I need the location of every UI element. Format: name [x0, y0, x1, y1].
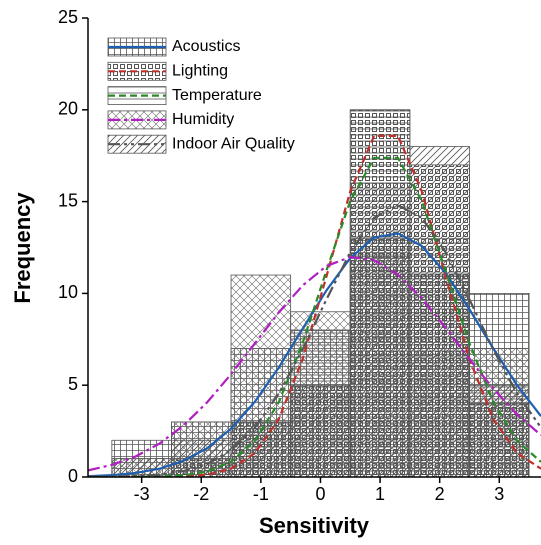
- legend-label: Indoor Air Quality: [172, 135, 295, 152]
- y-tick-label: 0: [68, 466, 78, 486]
- y-tick-label: 25: [58, 7, 78, 27]
- histogram-bar: [290, 384, 351, 478]
- x-tick-label: 3: [494, 484, 504, 504]
- legend-label: Temperature: [172, 87, 262, 104]
- y-tick-label: 15: [58, 190, 78, 210]
- legend-label: Lighting: [172, 63, 228, 80]
- x-tick-label: -3: [134, 484, 150, 504]
- y-axis-title: Frequency: [10, 192, 35, 304]
- fit-curve: [88, 204, 541, 477]
- x-axis-title: Sensitivity: [259, 513, 370, 538]
- legend-label: Acoustics: [172, 38, 240, 55]
- x-tick-label: -1: [253, 484, 269, 504]
- x-tick-label: 2: [435, 484, 445, 504]
- y-tick-label: 10: [58, 282, 78, 302]
- y-tick-label: 20: [58, 99, 78, 119]
- x-tick-label: 1: [375, 484, 385, 504]
- legend-label: Humidity: [172, 111, 234, 128]
- x-tick-label: 0: [315, 484, 325, 504]
- histogram-bar: [469, 384, 530, 478]
- histogram-bar: [349, 182, 411, 478]
- y-tick-label: 5: [68, 374, 78, 394]
- fit-curve: [88, 156, 541, 477]
- x-tick-label: -2: [193, 484, 209, 504]
- fit-curve: [88, 255, 541, 472]
- fit-curve: [88, 134, 541, 477]
